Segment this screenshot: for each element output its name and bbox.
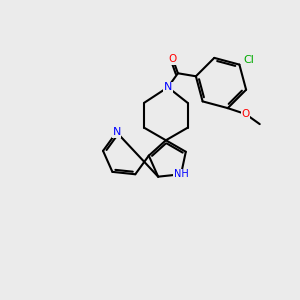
- Text: O: O: [169, 54, 177, 64]
- Text: Cl: Cl: [243, 55, 254, 64]
- Text: N: N: [164, 82, 172, 92]
- Text: O: O: [242, 109, 250, 119]
- Text: N: N: [112, 127, 121, 137]
- Text: NH: NH: [174, 169, 188, 179]
